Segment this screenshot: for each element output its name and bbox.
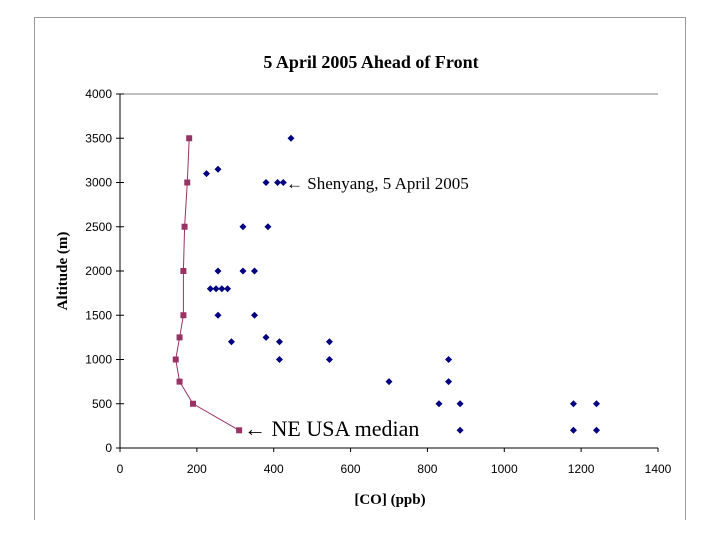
shenyang-point (251, 311, 258, 319)
median-point (236, 427, 243, 434)
shenyang-point (239, 267, 247, 275)
y-tick-label: 500 (92, 397, 112, 411)
x-axis-ticks: 0 200 400 600 800 1000 1200 1400 (117, 448, 672, 476)
x-tick-label: 1200 (568, 462, 595, 476)
y-tick-label: 1500 (85, 308, 112, 322)
shenyang-point (325, 338, 333, 346)
x-tick-label: 1000 (491, 462, 518, 476)
shenyang-point (262, 333, 270, 341)
y-tick-label: 2000 (85, 264, 112, 278)
chart-title: 5 April 2005 Ahead of Front (263, 52, 478, 72)
shenyang-point (456, 426, 464, 434)
shenyang-point (287, 134, 295, 142)
median-point (176, 334, 183, 341)
y-tick-label: 4000 (85, 87, 112, 101)
shenyang-point (214, 267, 222, 275)
shenyang-point (239, 223, 247, 231)
x-tick-label: 400 (264, 462, 284, 476)
shenyang-point (214, 311, 222, 319)
x-tick-label: 1400 (645, 462, 672, 476)
shenyang-point (593, 426, 601, 434)
shenyang-point (569, 400, 577, 408)
y-tick-label: 2500 (85, 220, 112, 234)
shenyang-point (227, 338, 235, 346)
x-tick-label: 600 (341, 462, 361, 476)
shenyang-point (275, 338, 283, 346)
median-point (172, 356, 179, 363)
shenyang-point (593, 400, 601, 408)
shenyang-point (206, 285, 214, 293)
shenyang-point (445, 356, 453, 363)
series-ne-usa-median (172, 135, 243, 434)
slide-frame (34, 17, 686, 520)
shenyang-point (275, 356, 283, 363)
shenyang-point (264, 223, 272, 231)
median-point (180, 312, 187, 319)
shenyang-point (435, 400, 443, 408)
x-axis-title: [CO] (ppb) (354, 492, 425, 508)
x-tick-label: 0 (117, 462, 124, 476)
shenyang-point (445, 378, 453, 386)
median-point (186, 135, 193, 142)
y-tick-label: 1000 (85, 353, 112, 367)
annotation-ne-usa-median: ← NE USA median (244, 416, 419, 441)
shenyang-point (274, 179, 282, 186)
shenyang-point (224, 285, 232, 293)
shenyang-point (251, 267, 258, 275)
shenyang-point (569, 426, 577, 434)
y-tick-label: 0 (105, 441, 112, 455)
shenyang-point (212, 285, 220, 293)
median-point (176, 378, 183, 385)
shenyang-point (202, 170, 210, 178)
x-tick-label: 200 (187, 462, 207, 476)
y-tick-label: 3000 (85, 176, 112, 190)
median-point (180, 268, 187, 274)
shenyang-point (385, 378, 393, 386)
x-tick-label: 800 (417, 462, 437, 476)
median-point (181, 223, 188, 230)
y-axis-ticks: 0 500 1000 1500 2000 2500 3000 3500 4000 (85, 87, 658, 455)
shenyang-point (279, 179, 287, 186)
shenyang-point (325, 356, 333, 363)
y-axis-title: Altitude (m) (55, 232, 71, 311)
y-tick-label: 3500 (85, 131, 112, 145)
shenyang-point (456, 400, 464, 408)
shenyang-point (214, 165, 222, 173)
median-line (175, 138, 240, 431)
shenyang-point (218, 285, 226, 293)
median-point (184, 179, 191, 186)
series-shenyang (202, 134, 601, 434)
annotation-shenyang: ← Shenyang, 5 April 2005 (286, 174, 469, 193)
median-point (190, 400, 197, 407)
shenyang-point (262, 179, 270, 186)
